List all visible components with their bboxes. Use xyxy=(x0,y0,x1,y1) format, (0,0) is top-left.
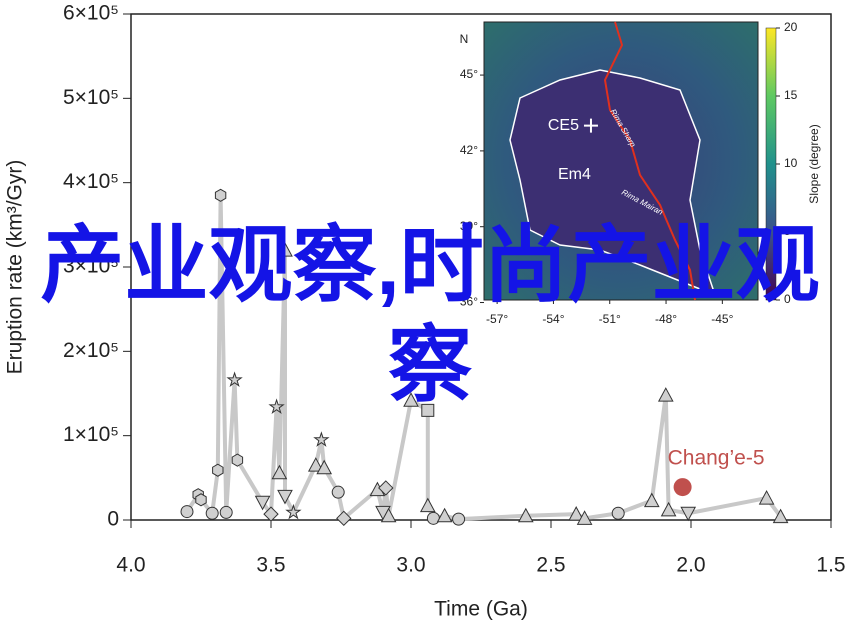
y-tick-label: 1×10⁵ xyxy=(63,423,119,446)
site-marker xyxy=(583,118,598,133)
map-tick-label: -45° xyxy=(711,312,733,326)
data-point xyxy=(263,506,279,522)
data-point xyxy=(657,387,674,402)
data-point xyxy=(268,398,285,414)
data-point xyxy=(226,371,243,387)
data-point xyxy=(436,507,453,523)
map-tick-label: -54° xyxy=(542,312,564,326)
data-point xyxy=(307,457,324,472)
north-label: N xyxy=(460,32,469,46)
y-tick-label: 2×10⁵ xyxy=(63,339,119,362)
data-point xyxy=(205,506,219,520)
colorbar-tick-label: 5 xyxy=(784,224,791,238)
x-tick-label: 3.0 xyxy=(396,554,425,577)
data-point xyxy=(277,489,293,505)
colorbar-tick-label: 15 xyxy=(784,88,798,102)
data-point xyxy=(380,507,397,523)
data-point xyxy=(214,188,227,202)
x-tick-label: 2.5 xyxy=(536,554,565,577)
y-tick-label: 3×10⁵ xyxy=(63,255,119,278)
x-tick-label: 3.5 xyxy=(256,554,285,577)
map-tick-label: 45° xyxy=(460,67,478,81)
data-point xyxy=(195,493,207,507)
x-tick-label: 2.0 xyxy=(676,554,705,577)
rille-line xyxy=(603,21,696,301)
y-tick-label: 4×10⁵ xyxy=(63,170,119,193)
colorbar-label: Slope (degree) xyxy=(807,124,821,203)
data-point xyxy=(403,392,419,407)
x-tick-label: 4.0 xyxy=(116,554,145,577)
data-point xyxy=(313,431,330,447)
data-point xyxy=(772,508,789,524)
data-point xyxy=(271,464,288,480)
y-axis-label: Eruption rate (km³/Gyr) xyxy=(4,160,27,375)
y-tick-label: 0 xyxy=(107,508,119,531)
data-point xyxy=(285,503,302,520)
highlight-point xyxy=(673,478,692,497)
x-tick-label: 1.5 xyxy=(816,554,845,577)
data-point xyxy=(680,506,697,522)
data-point xyxy=(212,463,224,477)
map-tick-label: -48° xyxy=(655,312,677,326)
data-point xyxy=(336,510,352,527)
map-tick-label: 36° xyxy=(460,295,478,309)
data-point xyxy=(231,453,244,467)
watermark-text: 产业观察,时尚产业观察 xyxy=(40,218,820,412)
data-point xyxy=(316,459,333,475)
data-point xyxy=(576,510,593,525)
data-point xyxy=(426,511,440,525)
data-point xyxy=(660,501,677,517)
data-point xyxy=(452,512,466,526)
data-point xyxy=(611,506,625,520)
colorbar-tick-label: 10 xyxy=(784,156,798,170)
data-point xyxy=(419,497,436,513)
site-label: CE5 xyxy=(548,117,579,134)
data-point xyxy=(517,507,534,523)
map-tick-label: -51° xyxy=(599,312,621,326)
unit-label: Em4 xyxy=(558,166,591,183)
data-point xyxy=(277,242,293,257)
data-point xyxy=(331,485,345,499)
colorbar-tick-label: 20 xyxy=(784,20,798,34)
map-tick-label: 39° xyxy=(460,219,478,233)
data-point xyxy=(254,495,271,511)
data-point xyxy=(378,480,394,496)
data-point xyxy=(568,506,585,521)
x-axis-label: Time (Ga) xyxy=(434,598,528,621)
y-tick-label: 5×10⁵ xyxy=(63,86,119,109)
data-point xyxy=(180,505,194,519)
data-point xyxy=(219,505,233,519)
annotation: Chang’e-5 xyxy=(668,447,765,470)
map-tick-label: 42° xyxy=(460,143,478,157)
colorbar-tick-label: 0 xyxy=(784,292,791,306)
mare-boundary xyxy=(509,69,717,297)
data-point xyxy=(421,403,435,417)
inset-map: N Em4 Rima Sharp Rima Mairan Slope (degr… xyxy=(460,20,822,326)
data-point xyxy=(643,492,660,508)
y-tick-label: 6×10⁵ xyxy=(63,2,119,25)
map-tick-label: -57° xyxy=(486,312,508,326)
data-point xyxy=(758,490,775,505)
